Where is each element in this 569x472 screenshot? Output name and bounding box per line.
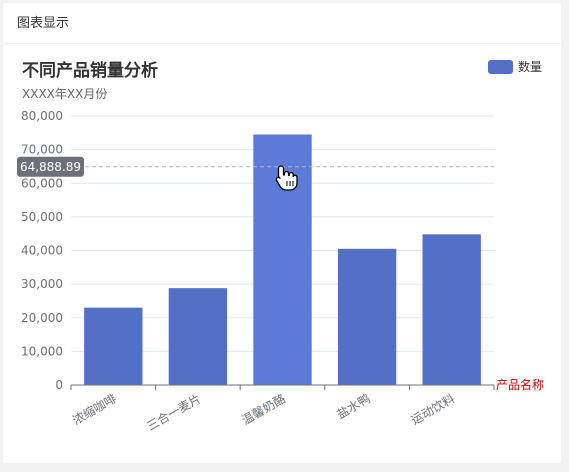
y-tick-label: 20,000 <box>21 311 63 325</box>
bar[interactable] <box>168 288 228 385</box>
x-axis-name: 产品名称 <box>496 377 544 392</box>
y-tick-label: 60,000 <box>21 176 63 190</box>
panel-title: 图表显示 <box>3 3 561 44</box>
y-tick-label: 10,000 <box>21 344 63 358</box>
legend-swatch <box>488 60 513 74</box>
y-tick-label: 40,000 <box>21 244 63 258</box>
legend[interactable]: 数量 <box>488 59 542 74</box>
y-tick-label: 30,000 <box>21 277 63 291</box>
axis-pointer-label: 64,888.89 <box>20 160 81 174</box>
y-tick-label: 70,000 <box>21 143 63 157</box>
y-tick-label: 50,000 <box>21 210 63 224</box>
x-tick-label: 温馨奶酪 <box>239 391 288 428</box>
legend-label: 数量 <box>518 59 542 74</box>
chart-title: 不同产品销量分析 <box>22 60 158 81</box>
bar[interactable] <box>84 307 143 385</box>
y-tick-label: 80,000 <box>21 109 63 123</box>
x-tick-label: 三合一麦片 <box>144 391 203 434</box>
axis-pointer-label-bg <box>17 156 84 177</box>
bar[interactable] <box>337 248 397 385</box>
x-tick-label: 运动饮料 <box>409 391 458 427</box>
y-tick-label: 0 <box>55 378 63 392</box>
x-tick-label: 盐水鸭 <box>334 391 372 421</box>
chart-subtitle: XXXX年XX月份 <box>22 87 107 101</box>
hand-cursor-icon <box>275 165 298 191</box>
x-tick-label: 浓缩咖啡 <box>70 391 119 428</box>
bar[interactable] <box>422 234 481 385</box>
